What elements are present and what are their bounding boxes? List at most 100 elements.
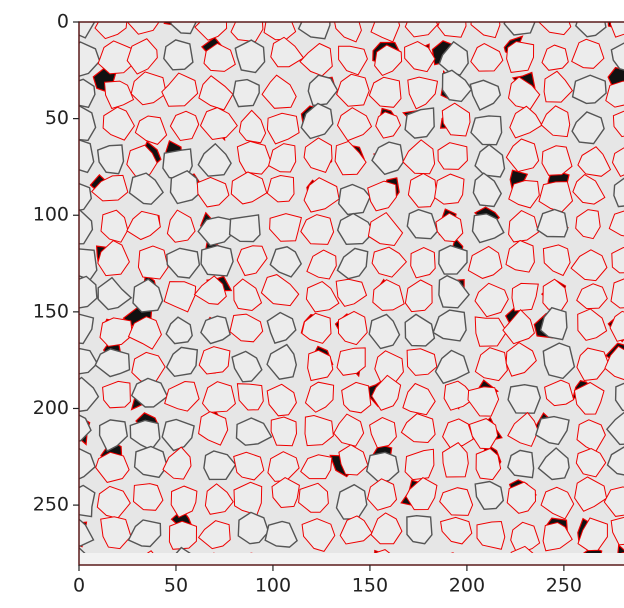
x-tick-label: 0: [73, 575, 85, 597]
grain: [400, 413, 436, 444]
grain: [370, 512, 403, 545]
y-tick-label: 200: [33, 397, 69, 419]
grain: [95, 451, 130, 483]
grain: [404, 313, 436, 347]
grain: [474, 480, 505, 511]
grain: [368, 76, 402, 108]
grain: [229, 313, 264, 343]
grain: [261, 74, 297, 109]
grain: [79, 78, 96, 109]
grain: [266, 174, 295, 203]
grain: [79, 518, 95, 547]
grain: [199, 107, 238, 141]
grain: [542, 521, 573, 552]
grain: [505, 341, 537, 377]
grain: [203, 42, 236, 72]
grain: [577, 517, 608, 552]
grain: [614, 382, 624, 412]
grain: [271, 477, 300, 509]
grain: [506, 481, 537, 514]
grain: [233, 278, 263, 312]
grain: [166, 209, 196, 243]
grain: [406, 348, 438, 376]
grain: [300, 454, 333, 480]
grain: [576, 283, 608, 310]
grain: [97, 276, 133, 311]
grain: [197, 520, 231, 550]
grain: [472, 172, 503, 208]
grain: [303, 177, 340, 213]
grain: [204, 483, 234, 515]
grain: [169, 169, 200, 205]
grain: [443, 380, 476, 411]
grain: [169, 110, 200, 142]
grain: [339, 515, 373, 545]
grain: [301, 312, 332, 344]
grain: [161, 72, 199, 107]
grain: [439, 487, 474, 516]
grain: [572, 173, 606, 205]
grain: [375, 111, 402, 139]
grain: [474, 143, 506, 178]
grain: [303, 137, 333, 174]
grain: [506, 40, 535, 73]
grain: [540, 486, 575, 520]
grain: [505, 239, 535, 273]
grain: [609, 22, 624, 38]
grain: [575, 447, 607, 478]
grain: [474, 347, 508, 382]
grain: [168, 520, 198, 550]
grain: [102, 106, 135, 141]
grain: [94, 348, 131, 378]
grain: [371, 141, 405, 176]
grain: [612, 110, 624, 138]
grain: [366, 478, 398, 511]
grain: [536, 208, 569, 238]
grain: [437, 142, 468, 170]
grain: [79, 347, 99, 375]
grain: [97, 239, 130, 277]
grain: [198, 75, 234, 111]
grain: [438, 244, 468, 275]
grain: [611, 246, 624, 274]
grain: [372, 279, 405, 311]
grain: [307, 349, 334, 382]
grain: [405, 476, 438, 511]
grain: [571, 38, 605, 69]
grain: [79, 182, 93, 211]
grain: [231, 350, 263, 383]
grain: [606, 446, 624, 476]
grain: [165, 316, 193, 345]
grain: [336, 347, 366, 376]
grain: [170, 22, 197, 35]
grain: [338, 310, 368, 346]
grain: [474, 282, 509, 318]
grain: [128, 172, 164, 205]
grain: [260, 274, 300, 307]
grain: [235, 417, 273, 446]
grain: [441, 102, 471, 137]
grain: [406, 208, 439, 240]
x-tick-label: 250: [546, 575, 582, 597]
grain: [544, 379, 575, 407]
grain: [442, 442, 469, 478]
grain: [438, 274, 470, 309]
grain: [404, 22, 439, 38]
grain: [127, 519, 162, 548]
grain: [79, 376, 100, 413]
grain: [336, 212, 375, 246]
grain: [574, 22, 607, 38]
y-tick-label: 150: [33, 300, 69, 322]
grain: [166, 247, 201, 279]
grain: [197, 142, 232, 177]
grain: [79, 448, 96, 480]
grain: [336, 247, 369, 280]
grain: [233, 451, 265, 481]
grain: [507, 449, 535, 479]
grain: [79, 209, 94, 245]
grain: [402, 382, 436, 416]
grain: [341, 381, 372, 414]
grain: [336, 107, 373, 142]
grain: [441, 69, 473, 103]
grain: [575, 209, 601, 240]
